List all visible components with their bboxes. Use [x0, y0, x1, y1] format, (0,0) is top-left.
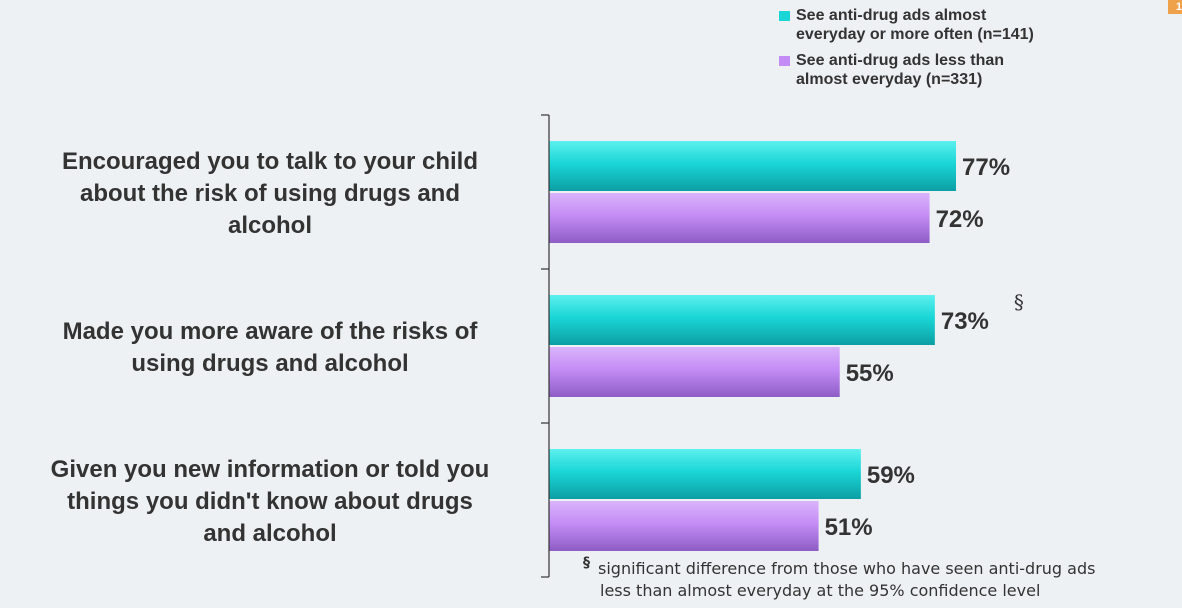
legend-label-line: See anti-drug ads less than — [796, 52, 1005, 69]
data-label: 73% — [941, 308, 989, 335]
footnote-line-2: less than almost everyday at the 95% con… — [600, 581, 1041, 600]
data-label: 59% — [867, 462, 915, 489]
category-label-line: Encouraged you to talk to your child — [61, 148, 479, 175]
data-label: 77% — [962, 154, 1010, 181]
category-label-line: and alcohol — [203, 520, 337, 547]
category-axis — [541, 114, 550, 578]
bar-series-1-cat-2 — [549, 501, 819, 551]
legend-swatch-purple-icon — [779, 56, 790, 66]
significance-marker: § — [1014, 290, 1024, 314]
bar-series-1-cat-0 — [549, 193, 930, 243]
footnote: § significant difference from those who … — [583, 555, 1182, 602]
legend-label-line: almost everyday (n=331) — [796, 71, 983, 88]
category-label: Made you more aware of the risks of using… — [0, 316, 540, 380]
category-label-line: things you didn't know about drugs — [67, 488, 473, 515]
footnote-symbol: § — [583, 555, 590, 571]
legend-label-line: See anti-drug ads almost — [796, 7, 987, 24]
legend: See anti-drug ads almost everyday or mor… — [778, 6, 1126, 96]
data-label: 55% — [846, 360, 894, 387]
bar-series-0-cat-1 — [549, 295, 935, 345]
data-label: 72% — [936, 206, 984, 233]
category-label-line: Made you more aware of the risks of — [62, 318, 478, 345]
legend-item-frequent: See anti-drug ads almost everyday or mor… — [778, 6, 1126, 44]
bar-series-0-cat-2 — [549, 449, 861, 499]
bars-layer: 77% 72% 73% 55% 59% 51% § — [549, 141, 1024, 551]
category-label: Given you new information or told you thi… — [0, 454, 540, 550]
bar-series-1-cat-1 — [549, 347, 840, 397]
category-label-line: using drugs and alcohol — [131, 350, 409, 377]
legend-item-less-frequent: See anti-drug ads less than almost every… — [778, 51, 1126, 89]
category-label-line: about the risk of using drugs and — [79, 180, 460, 207]
legend-label-line: everyday or more often (n=141) — [796, 26, 1034, 43]
legend-swatch-teal-icon — [779, 11, 790, 21]
corner-badge: 1 — [1168, 0, 1182, 14]
category-label-line: alcohol — [227, 212, 312, 239]
category-label-line: Given you new information or told you — [50, 456, 490, 483]
footnote-line-1: significant difference from those who ha… — [598, 559, 1096, 578]
bar-series-0-cat-0 — [549, 141, 956, 191]
category-label: Encouraged you to talk to your child abou… — [0, 146, 540, 242]
data-label: 51% — [825, 514, 873, 541]
